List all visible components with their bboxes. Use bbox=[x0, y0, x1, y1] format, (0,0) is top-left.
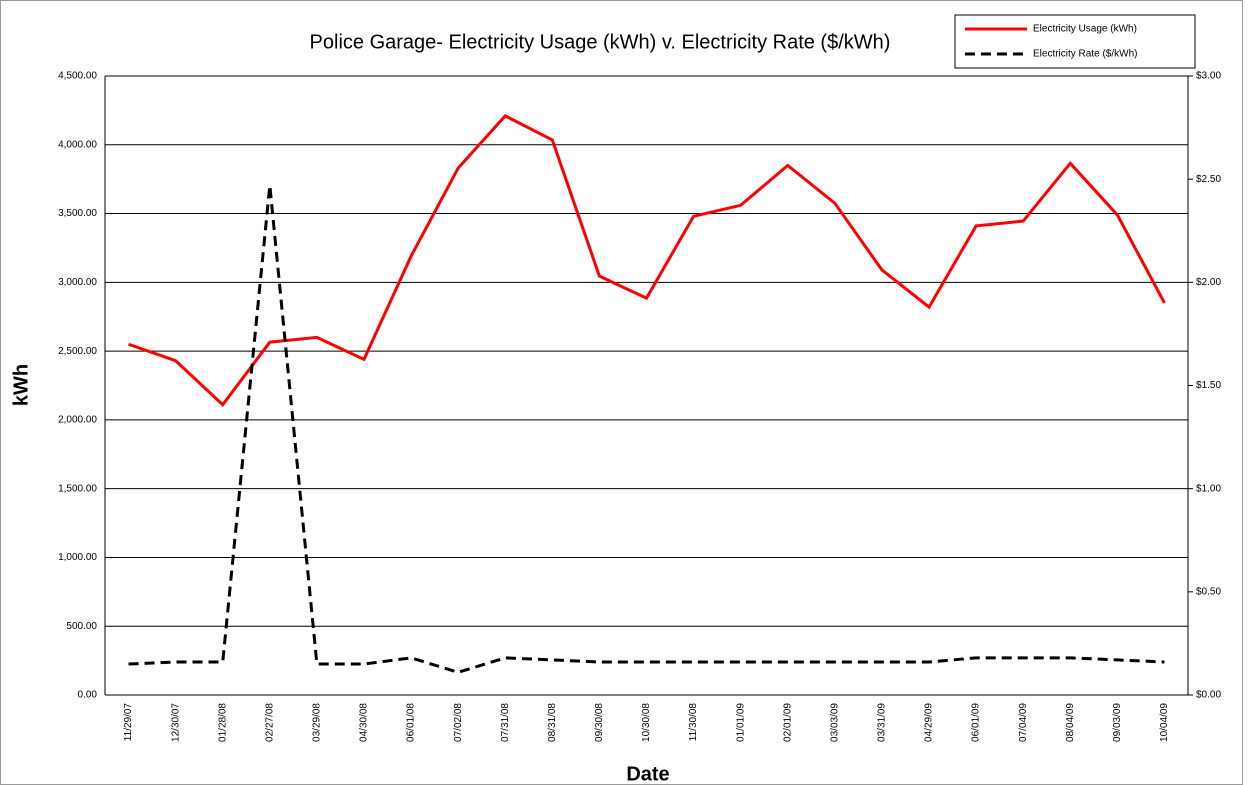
y-tick-label: 3,000.00 bbox=[58, 277, 97, 288]
x-tick-label: 09/03/09 bbox=[1112, 703, 1123, 742]
chart-title: Police Garage- Electricity Usage (kWh) v… bbox=[310, 31, 891, 53]
y2-tick-label: $0.50 bbox=[1196, 586, 1221, 597]
x-tick-label: 08/31/08 bbox=[547, 703, 558, 742]
x-tick-label: 07/04/09 bbox=[1018, 703, 1029, 742]
y-tick-label: 0.00 bbox=[78, 690, 98, 701]
x-tick-label: 07/31/08 bbox=[500, 703, 511, 742]
x-tick-label: 10/04/09 bbox=[1159, 703, 1170, 742]
x-tick-label: 08/04/09 bbox=[1065, 703, 1076, 742]
x-tick-label: 12/30/07 bbox=[170, 703, 181, 742]
y-tick-label: 4,500.00 bbox=[58, 71, 97, 82]
x-tick-label: 11/29/07 bbox=[123, 703, 134, 742]
y-tick-label: 2,000.00 bbox=[58, 415, 97, 426]
y-tick-label: 2,500.00 bbox=[58, 346, 97, 357]
y2-tick-label: $0.00 bbox=[1196, 690, 1221, 701]
y2-tick-label: $1.50 bbox=[1196, 380, 1221, 391]
x-tick-label: 09/30/08 bbox=[594, 703, 605, 742]
x-tick-label: 06/01/09 bbox=[971, 703, 982, 742]
x-tick-label: 02/01/09 bbox=[782, 703, 793, 742]
series-line bbox=[128, 114, 1166, 407]
x-tick-label: 01/28/08 bbox=[217, 703, 228, 742]
x-tick-label: 11/30/08 bbox=[688, 703, 699, 742]
x-tick-label: 04/30/08 bbox=[359, 703, 370, 742]
series-line bbox=[128, 185, 1165, 674]
x-tick-label: 02/27/08 bbox=[264, 703, 275, 742]
x-tick-label: 10/30/08 bbox=[641, 703, 652, 742]
y2-tick-label: $2.00 bbox=[1196, 277, 1221, 288]
y-axis-title: kWh bbox=[10, 364, 32, 406]
legend-box bbox=[954, 14, 1196, 69]
x-tick-label: 07/02/08 bbox=[453, 703, 464, 742]
y-tick-label: 1,000.00 bbox=[58, 552, 97, 563]
y-tick-label: 1,500.00 bbox=[58, 483, 97, 494]
legend-label: Electricity Usage (kWh) bbox=[1033, 24, 1137, 35]
x-axis-title: Date bbox=[626, 763, 669, 785]
y2-tick-label: $2.50 bbox=[1196, 174, 1221, 185]
x-tick-label: 03/31/09 bbox=[877, 703, 888, 742]
x-tick-label: 06/01/08 bbox=[406, 703, 417, 742]
y-tick-label: 500.00 bbox=[66, 621, 97, 632]
legend-label: Electricity Rate ($/kWh) bbox=[1033, 49, 1137, 60]
y2-tick-label: $1.00 bbox=[1196, 483, 1221, 494]
x-tick-label: 03/03/09 bbox=[829, 703, 840, 742]
x-tick-label: 03/29/08 bbox=[312, 703, 323, 742]
x-tick-label: 01/01/09 bbox=[735, 703, 746, 742]
y-tick-label: 4,000.00 bbox=[58, 139, 97, 150]
y2-tick-label: $3.00 bbox=[1196, 71, 1221, 82]
y-tick-label: 3,500.00 bbox=[58, 208, 97, 219]
x-tick-label: 04/29/09 bbox=[924, 703, 935, 742]
